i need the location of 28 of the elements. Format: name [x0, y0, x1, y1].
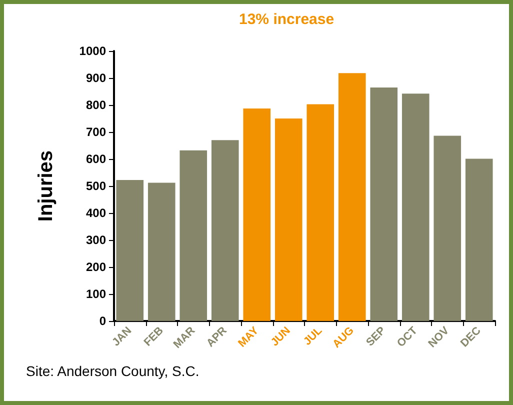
bar [274, 118, 302, 321]
y-tick-label: 400 [86, 206, 106, 220]
y-tick-label: 500 [86, 179, 106, 193]
y-tick-label: 800 [86, 98, 106, 112]
bar [116, 180, 144, 321]
y-tick-label: 0 [99, 314, 106, 328]
y-tick-label: 200 [86, 260, 106, 274]
y-tick-label: 100 [86, 287, 106, 301]
bar [465, 158, 493, 321]
x-tick-label: SEP [364, 324, 388, 349]
bar [434, 136, 462, 321]
y-tick-label: 1000 [79, 44, 106, 58]
bar [148, 182, 176, 321]
bar [243, 108, 271, 321]
bar [211, 140, 239, 321]
y-tick-label: 900 [86, 71, 106, 85]
text: 13% increase [239, 11, 334, 28]
y-tick-label: 300 [86, 233, 106, 247]
text: Site: Anderson County, S.C. [26, 363, 200, 379]
y-tick-label: 600 [86, 152, 106, 166]
bar [306, 104, 334, 321]
x-tick-label: JUL [301, 324, 325, 348]
bar [338, 73, 366, 321]
bar [180, 150, 208, 321]
bar [402, 94, 430, 321]
y-tick-label: 700 [86, 125, 106, 139]
bar [370, 87, 398, 321]
y-axis-title: Injuries [35, 150, 57, 222]
